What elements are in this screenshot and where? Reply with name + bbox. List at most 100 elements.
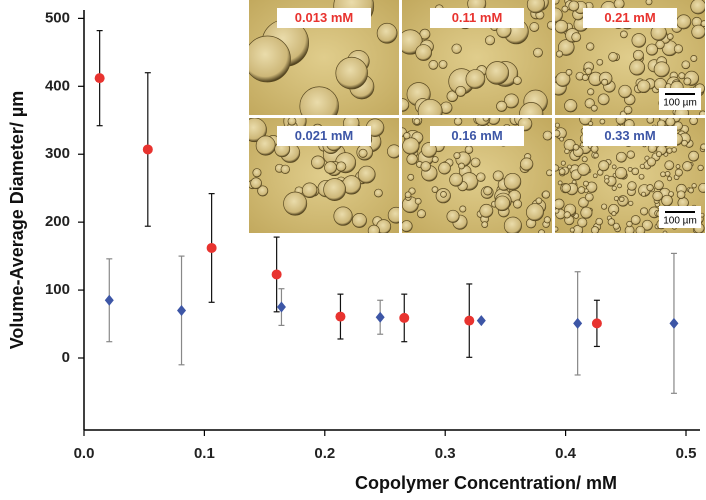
droplet bbox=[485, 35, 496, 46]
droplet bbox=[252, 168, 262, 178]
droplet bbox=[639, 163, 645, 170]
droplet bbox=[513, 199, 523, 209]
droplet bbox=[560, 160, 566, 166]
droplet bbox=[681, 139, 688, 147]
droplet bbox=[496, 100, 508, 112]
droplet bbox=[336, 161, 347, 172]
point bbox=[335, 311, 346, 322]
point bbox=[464, 315, 475, 326]
droplet bbox=[691, 24, 705, 39]
droplet bbox=[681, 60, 691, 70]
droplet bbox=[420, 161, 431, 172]
droplet bbox=[580, 206, 593, 219]
point bbox=[94, 73, 105, 84]
droplet bbox=[402, 220, 413, 233]
droplet bbox=[581, 74, 589, 82]
droplet bbox=[676, 14, 692, 30]
droplet bbox=[481, 221, 489, 229]
droplet bbox=[698, 182, 705, 193]
point bbox=[476, 315, 486, 327]
droplet bbox=[598, 160, 610, 172]
droplet bbox=[627, 181, 637, 191]
droplet bbox=[637, 79, 651, 94]
droplet bbox=[619, 196, 625, 203]
droplet bbox=[376, 22, 398, 44]
droplet bbox=[599, 118, 606, 125]
x-tick-label: 0.0 bbox=[74, 445, 95, 462]
droplet bbox=[697, 164, 704, 172]
y-tick-label: 500 bbox=[45, 9, 70, 26]
inset-label: 0.33 mM bbox=[604, 128, 655, 143]
droplet bbox=[301, 182, 318, 198]
droplet bbox=[374, 188, 383, 198]
droplet bbox=[593, 152, 599, 159]
droplet bbox=[503, 216, 522, 233]
droplet bbox=[449, 172, 464, 187]
droplet bbox=[438, 60, 448, 69]
droplet bbox=[421, 142, 437, 158]
droplet bbox=[588, 121, 594, 127]
droplet bbox=[656, 151, 662, 158]
droplet bbox=[533, 47, 543, 58]
inset-label-box bbox=[277, 126, 371, 146]
droplet bbox=[611, 211, 617, 217]
x-axis-title: Copolymer Concentration/ mM bbox=[355, 473, 617, 493]
droplet bbox=[613, 196, 619, 202]
droplet bbox=[438, 161, 451, 175]
droplet bbox=[682, 161, 693, 172]
droplet bbox=[585, 181, 598, 193]
droplet bbox=[503, 172, 522, 191]
droplet bbox=[299, 86, 339, 115]
droplet bbox=[428, 60, 439, 70]
inset-label-box bbox=[583, 126, 677, 146]
droplet bbox=[690, 55, 698, 62]
droplet bbox=[470, 157, 481, 168]
point bbox=[271, 269, 282, 280]
droplet bbox=[626, 150, 635, 159]
droplet bbox=[453, 152, 461, 160]
y-tick-label: 100 bbox=[45, 281, 70, 298]
point bbox=[669, 317, 679, 329]
droplet bbox=[561, 5, 569, 13]
droplet bbox=[402, 98, 410, 112]
droplet bbox=[615, 118, 626, 125]
droplet bbox=[555, 0, 560, 5]
droplet bbox=[559, 136, 565, 142]
droplet bbox=[635, 225, 646, 233]
y-tick-label: 0 bbox=[62, 349, 70, 366]
droplet bbox=[660, 171, 666, 178]
droplet bbox=[608, 52, 618, 62]
droplet bbox=[406, 153, 418, 165]
droplet bbox=[688, 187, 694, 194]
droplet bbox=[586, 42, 595, 51]
droplet bbox=[414, 197, 422, 205]
droplet bbox=[249, 118, 267, 143]
droplet bbox=[503, 93, 519, 109]
droplet bbox=[568, 0, 580, 12]
droplet bbox=[311, 155, 325, 170]
droplet bbox=[590, 226, 600, 233]
droplet bbox=[324, 161, 337, 175]
droplet bbox=[632, 49, 644, 61]
droplet bbox=[567, 164, 572, 170]
droplet bbox=[618, 84, 632, 99]
droplet bbox=[631, 33, 647, 48]
droplet bbox=[255, 135, 276, 156]
droplet bbox=[519, 102, 544, 115]
droplet bbox=[538, 229, 546, 233]
droplet bbox=[287, 118, 297, 126]
droplet bbox=[464, 145, 474, 154]
droplet bbox=[612, 222, 620, 230]
droplet bbox=[446, 209, 460, 223]
droplet bbox=[623, 105, 633, 115]
droplet bbox=[676, 190, 686, 200]
droplet bbox=[661, 194, 673, 207]
droplet bbox=[689, 118, 698, 126]
droplet bbox=[403, 132, 411, 140]
droplet bbox=[555, 50, 564, 58]
droplet bbox=[590, 145, 599, 153]
droplet bbox=[698, 110, 705, 115]
droplet bbox=[631, 167, 640, 176]
inset-label: 0.013 mM bbox=[295, 10, 354, 25]
